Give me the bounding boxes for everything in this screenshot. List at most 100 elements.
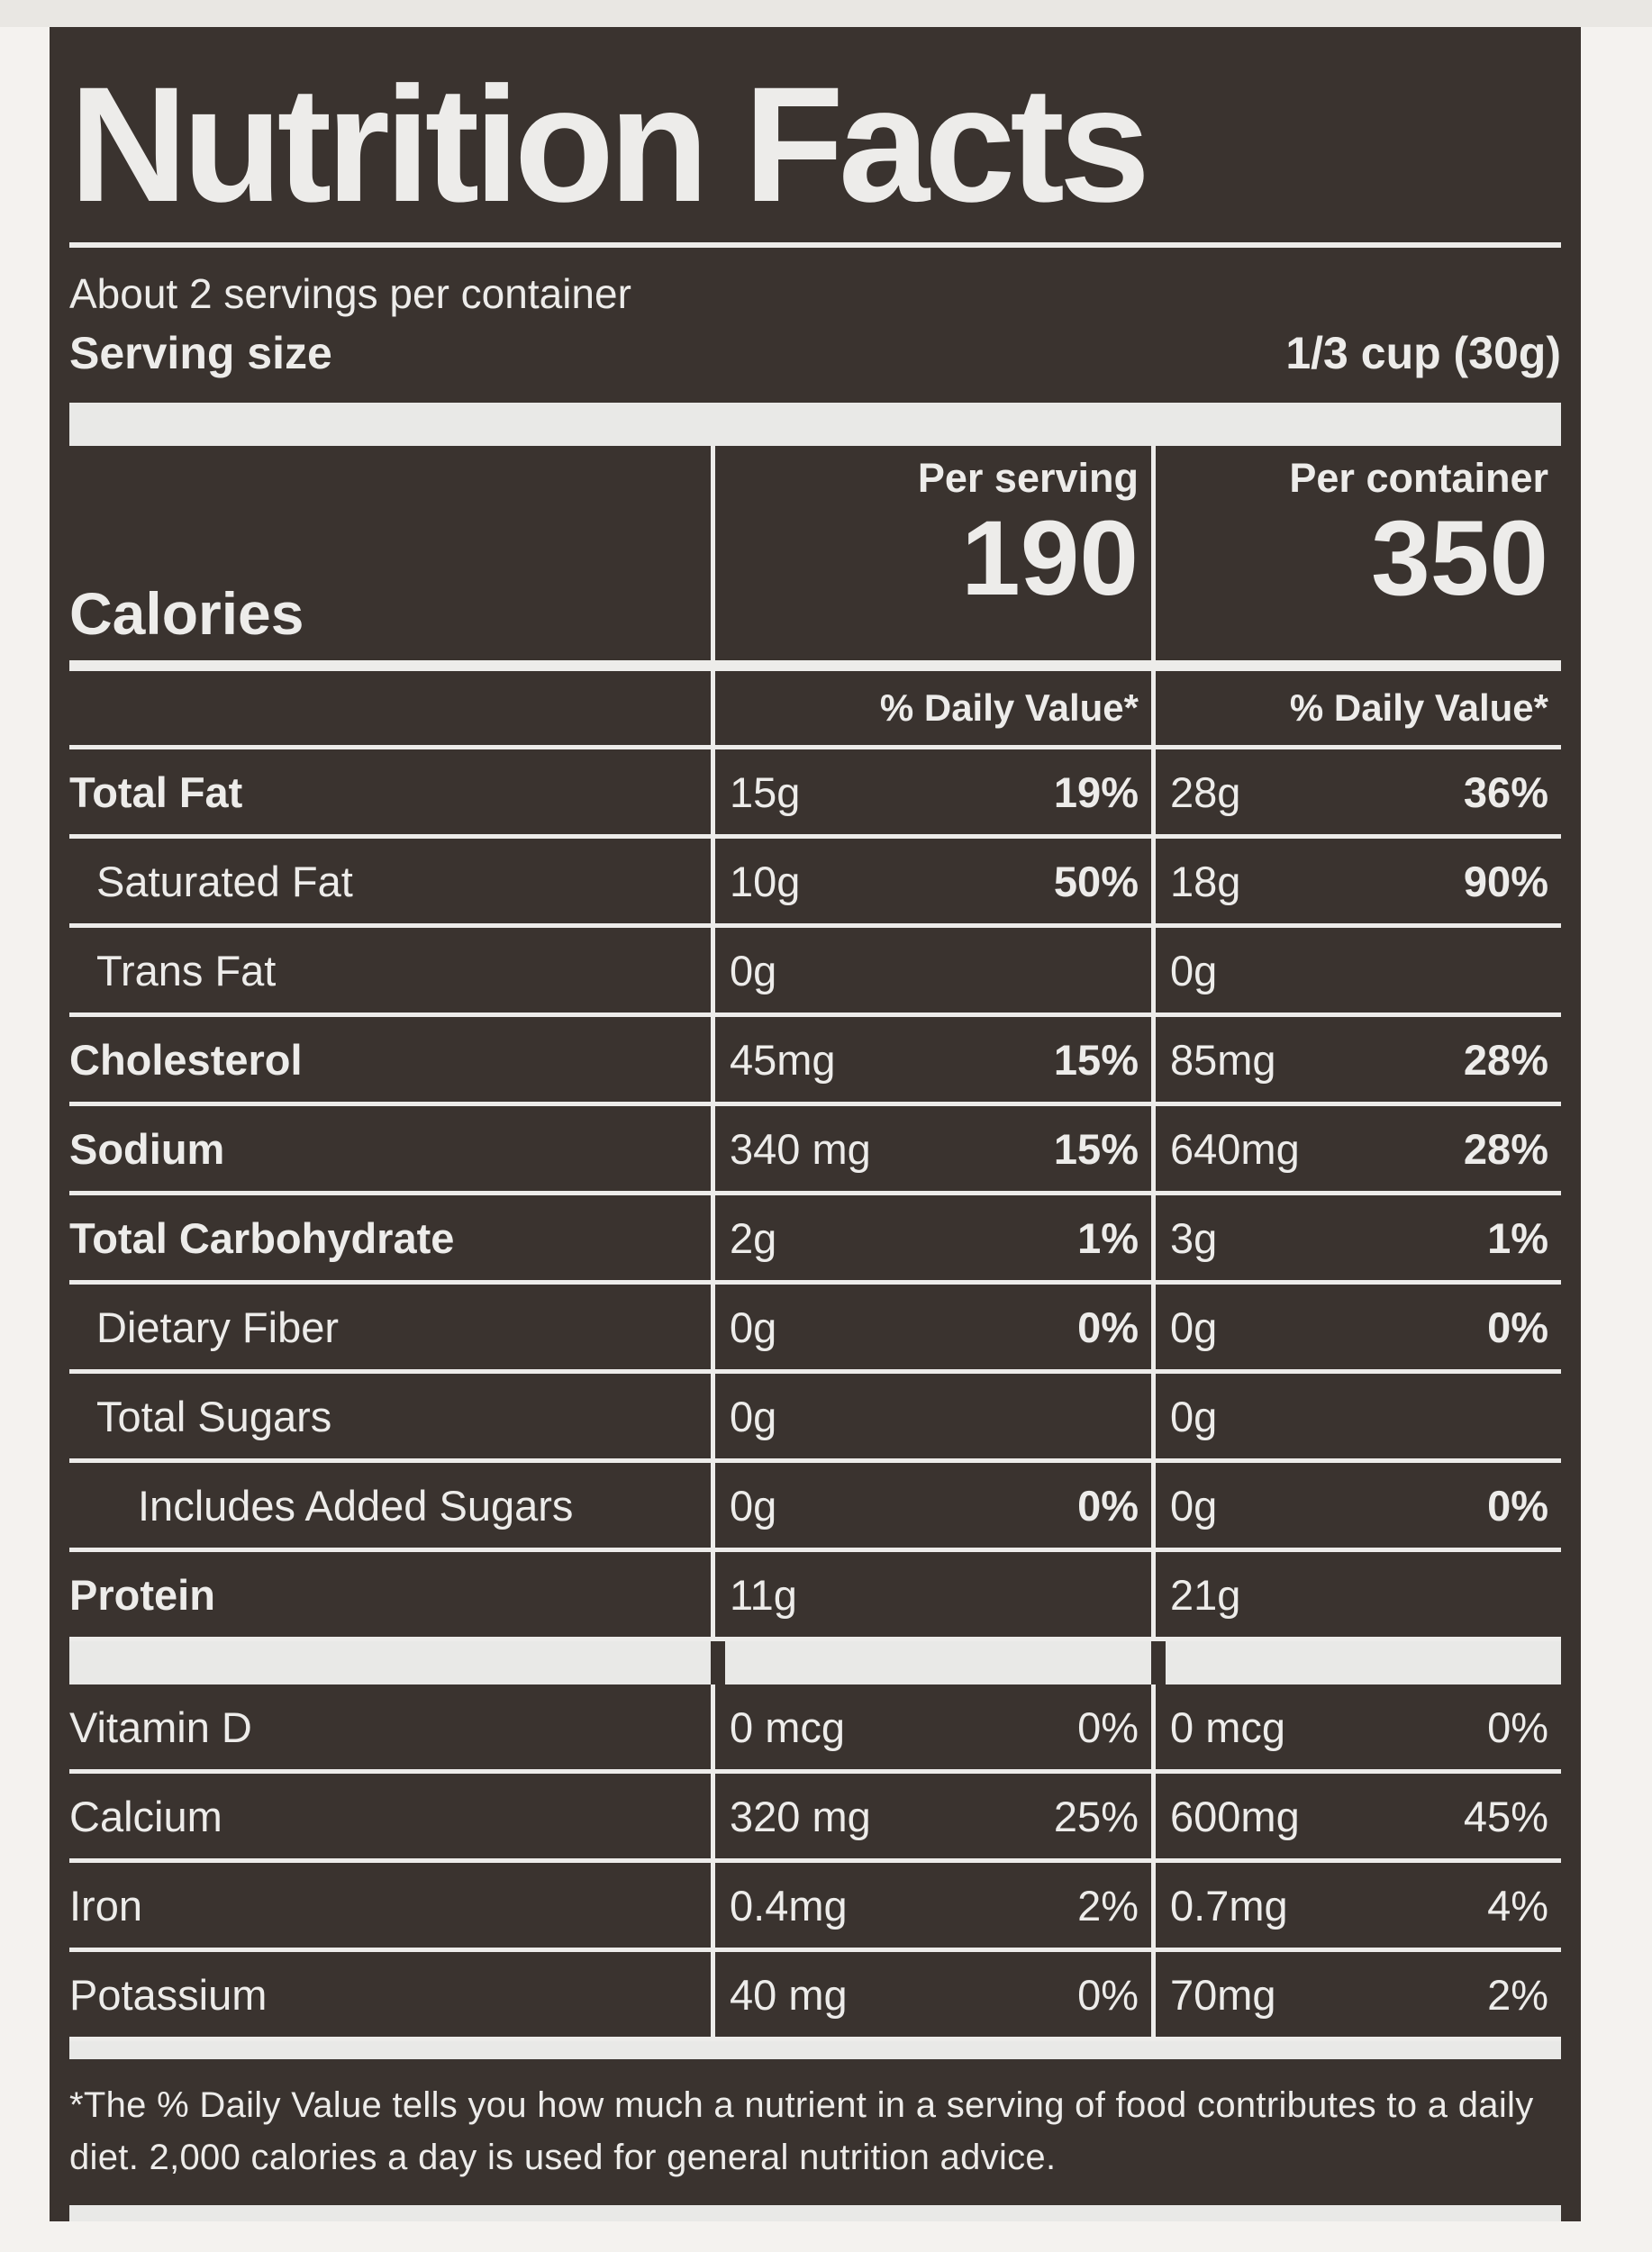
serving-amount: 2g <box>730 1213 777 1262</box>
container-dv: 28% <box>1463 1035 1548 1084</box>
nutrient-row-total-carbohydrate: Total Carbohydrate 2g 1% 3g 1% <box>69 1195 1561 1285</box>
nutrient-row-protein: Protein 11g 21g <box>69 1552 1561 1642</box>
container-dv: 45% <box>1463 1792 1548 1840</box>
serving-amount: 0g <box>730 1303 777 1351</box>
container-amount: 0.7mg <box>1170 1881 1288 1930</box>
nutrient-label: Sodium <box>69 1124 225 1173</box>
servings-per-container: About 2 servings per container <box>69 270 631 318</box>
container-dv: 36% <box>1463 767 1548 816</box>
daily-value-header-row: % Daily Value* % Daily Value* <box>69 671 1561 750</box>
container-dv: 28% <box>1463 1124 1548 1173</box>
serving-dv: 25% <box>1053 1792 1139 1840</box>
container-dv: 2% <box>1487 1970 1548 2019</box>
serving-size-value: 1/3 cup (30g) <box>1285 328 1561 379</box>
container-dv: 90% <box>1463 857 1548 905</box>
serving-amount: 340 mg <box>730 1124 871 1173</box>
serving-amount: 0g <box>730 1481 777 1530</box>
serving-amount: 15g <box>730 767 801 816</box>
nutrient-label: Total Sugars <box>96 1392 332 1440</box>
calories-label: Calories <box>69 580 304 648</box>
vitamin-label: Calcium <box>69 1792 222 1840</box>
vitamin-row-iron: Iron 0.4mg 2% 0.7mg 4% <box>69 1863 1561 1953</box>
daily-value-header-serving: % Daily Value* <box>711 671 1151 746</box>
vitamin-row-potassium: Potassium 40 mg 0% 70mg 2% <box>69 1952 1561 2042</box>
label-title: Nutrition Facts <box>69 52 1150 236</box>
serving-amount: 11g <box>730 1570 797 1619</box>
serving-dv: 15% <box>1053 1124 1139 1173</box>
nutrition-facts-label: Nutrition Facts About 2 servings per con… <box>50 27 1581 2221</box>
section-bar-bottom <box>69 2205 1561 2221</box>
vitamin-row-vitamin-d: Vitamin D 0 mcg 0% 0 mcg 0% <box>69 1684 1561 1775</box>
section-bar-top <box>69 403 1561 447</box>
vitamin-label: Potassium <box>69 1970 268 2019</box>
container-dv: 4% <box>1487 1881 1548 1930</box>
section-bar-footnote <box>69 2041 1561 2060</box>
serving-dv: 15% <box>1053 1035 1139 1084</box>
container-amount: 28g <box>1170 767 1241 816</box>
container-dv: 0% <box>1487 1303 1548 1351</box>
daily-value-header-container: % Daily Value* <box>1151 671 1561 746</box>
calories-per-serving-value: 190 <box>961 499 1139 619</box>
serving-size-row: Serving size 1/3 cup (30g) <box>69 327 1561 379</box>
nutrient-label: Includes Added Sugars <box>138 1481 574 1530</box>
container-amount: 0g <box>1170 1392 1218 1440</box>
per-container-calories-cell: Per container 350 <box>1151 446 1561 661</box>
container-dv: 0% <box>1487 1481 1548 1530</box>
container-amount: 70mg <box>1170 1970 1276 2019</box>
nutrient-label: Total Fat <box>69 767 243 816</box>
vitamin-label: Iron <box>69 1881 142 1930</box>
serving-amount: 0g <box>730 1392 777 1440</box>
serving-amount: 10g <box>730 857 801 905</box>
container-dv: 0% <box>1487 1703 1548 1751</box>
nutrient-row-sodium: Sodium 340 mg 15% 640mg 28% <box>69 1106 1561 1196</box>
per-serving-calories-cell: Per serving 190 <box>711 446 1151 661</box>
serving-size-label: Serving size <box>69 328 332 379</box>
calories-per-container-value: 350 <box>1371 499 1548 619</box>
nutrient-label: Total Carbohydrate <box>69 1213 455 1262</box>
nutrient-row-total-fat: Total Fat 15g 19% 28g 36% <box>69 749 1561 840</box>
nutrient-row-saturated-fat: Saturated Fat 10g 50% 18g 90% <box>69 839 1561 929</box>
nutrient-label: Dietary Fiber <box>96 1303 340 1351</box>
container-amount: 18g <box>1170 857 1241 905</box>
serving-amount: 320 mg <box>730 1792 871 1840</box>
nutrient-row-total-sugars: Total Sugars 0g 0g <box>69 1374 1561 1464</box>
container-dv: 1% <box>1487 1213 1548 1262</box>
container-amount: 0 mcg <box>1170 1703 1285 1751</box>
title-divider <box>69 242 1561 249</box>
serving-dv: 1% <box>1077 1213 1139 1262</box>
page-background-strip <box>0 0 1652 27</box>
per-serving-header: Per serving <box>917 455 1139 502</box>
serving-amount: 0g <box>730 946 777 994</box>
container-amount: 21g <box>1170 1570 1241 1619</box>
nutrient-row-dietary-fiber: Dietary Fiber 0g 0% 0g 0% <box>69 1285 1561 1375</box>
container-amount: 85mg <box>1170 1035 1276 1084</box>
serving-dv: 0% <box>1077 1481 1139 1530</box>
serving-dv: 2% <box>1077 1881 1139 1930</box>
serving-amount: 40 mg <box>730 1970 848 2019</box>
container-amount: 0g <box>1170 1303 1218 1351</box>
calories-row: Calories Per serving 190 Per container 3… <box>69 446 1561 672</box>
nutrient-label: Trans Fat <box>96 946 277 994</box>
daily-value-footnote: *The % Daily Value tells you how much a … <box>69 2085 1534 2178</box>
serving-dv: 50% <box>1053 857 1139 905</box>
serving-dv: 0% <box>1077 1303 1139 1351</box>
nutrient-label: Cholesterol <box>69 1035 303 1084</box>
serving-amount: 0 mcg <box>730 1703 845 1751</box>
container-amount: 0g <box>1170 946 1218 994</box>
nutrient-label: Saturated Fat <box>96 857 353 905</box>
container-amount: 3g <box>1170 1213 1218 1262</box>
nutrient-row-added-sugars: Includes Added Sugars 0g 0% 0g 0% <box>69 1463 1561 1553</box>
vitamin-row-calcium: Calcium 320 mg 25% 600mg 45% <box>69 1774 1561 1864</box>
nutrient-row-cholesterol: Cholesterol 45mg 15% 85mg 28% <box>69 1017 1561 1107</box>
serving-amount: 0.4mg <box>730 1881 848 1930</box>
vitamin-label: Vitamin D <box>69 1703 252 1751</box>
container-amount: 600mg <box>1170 1792 1300 1840</box>
serving-amount: 45mg <box>730 1035 836 1084</box>
serving-dv: 0% <box>1077 1970 1139 2019</box>
nutrient-label: Protein <box>69 1570 215 1619</box>
container-amount: 640mg <box>1170 1124 1300 1173</box>
nutrient-row-trans-fat: Trans Fat 0g 0g <box>69 928 1561 1018</box>
container-amount: 0g <box>1170 1481 1218 1530</box>
serving-dv: 0% <box>1077 1703 1139 1751</box>
serving-dv: 19% <box>1053 767 1139 816</box>
